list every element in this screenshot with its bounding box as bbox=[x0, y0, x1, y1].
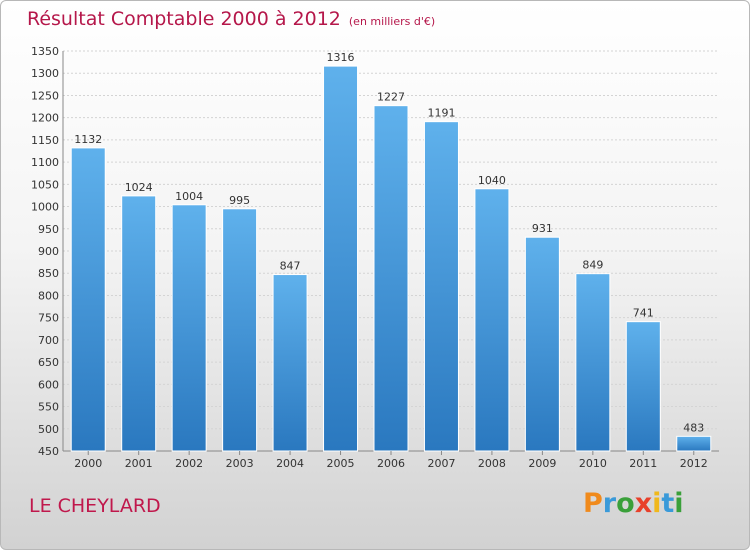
bar-2000 bbox=[70, 147, 106, 452]
logo-letter: i bbox=[652, 488, 662, 519]
logo-letter: x bbox=[634, 488, 653, 519]
bar-2008 bbox=[474, 188, 510, 452]
value-label-2009: 931 bbox=[532, 222, 553, 235]
x-tick-label-2004: 2004 bbox=[276, 457, 304, 470]
y-tick-label: 650 bbox=[38, 356, 59, 369]
value-label-2008: 1040 bbox=[478, 174, 506, 187]
y-tick-label: 1150 bbox=[31, 134, 59, 147]
y-tick-label: 750 bbox=[38, 312, 59, 325]
y-tick-label: 900 bbox=[38, 245, 59, 258]
bar-2003 bbox=[222, 208, 258, 452]
y-tick-label: 1000 bbox=[31, 201, 59, 214]
y-tick-label: 800 bbox=[38, 289, 59, 302]
bar-2009 bbox=[524, 236, 560, 452]
proxiti-logo: Proxiti bbox=[583, 488, 684, 519]
bar-2011 bbox=[625, 321, 661, 452]
y-tick-label: 450 bbox=[38, 445, 59, 458]
chart-title-text: Résultat Comptable 2000 à 2012 bbox=[27, 8, 341, 30]
value-label-2006: 1227 bbox=[377, 91, 405, 104]
value-label-2007: 1191 bbox=[427, 107, 455, 120]
x-tick-label-2010: 2010 bbox=[579, 457, 607, 470]
logo-letter: r bbox=[602, 488, 617, 519]
y-tick-label: 1100 bbox=[31, 156, 59, 169]
bar-2002 bbox=[171, 204, 207, 452]
bar-2005 bbox=[323, 65, 359, 452]
value-label-2000: 1132 bbox=[74, 133, 102, 146]
value-label-2003: 995 bbox=[229, 194, 250, 207]
y-tick-label: 1350 bbox=[31, 45, 59, 58]
y-tick-label: 1050 bbox=[31, 178, 59, 191]
x-tick-label-2002: 2002 bbox=[175, 457, 203, 470]
value-label-2010: 849 bbox=[582, 259, 603, 272]
x-tick-label-2006: 2006 bbox=[377, 457, 405, 470]
place-name: LE CHEYLARD bbox=[29, 495, 161, 517]
y-tick-label: 950 bbox=[38, 223, 59, 236]
x-tick-label-2005: 2005 bbox=[327, 457, 355, 470]
bar-2007 bbox=[423, 121, 459, 452]
x-tick-label-2009: 2009 bbox=[528, 457, 556, 470]
value-label-2001: 1024 bbox=[125, 181, 153, 194]
logo-letter: P bbox=[583, 488, 603, 519]
y-tick-label: 500 bbox=[38, 423, 59, 436]
logo-letter: t bbox=[661, 488, 675, 519]
bar-2001 bbox=[121, 195, 157, 452]
x-tick-label-2000: 2000 bbox=[74, 457, 102, 470]
x-tick-label-2011: 2011 bbox=[629, 457, 657, 470]
value-label-2005: 1316 bbox=[327, 51, 355, 64]
bar-2004 bbox=[272, 274, 308, 452]
x-tick-label-2007: 2007 bbox=[427, 457, 455, 470]
logo-letter: i bbox=[674, 488, 684, 519]
value-label-2002: 1004 bbox=[175, 190, 203, 203]
chart-title: Résultat Comptable 2000 à 2012 (en millie… bbox=[27, 8, 435, 30]
value-label-2012: 483 bbox=[683, 421, 704, 434]
bar-2006 bbox=[373, 105, 409, 452]
chart-subtitle: (en milliers d'€) bbox=[348, 15, 436, 28]
y-tick-label: 850 bbox=[38, 267, 59, 280]
value-label-2011: 741 bbox=[633, 307, 654, 320]
logo-letter: o bbox=[616, 488, 635, 519]
y-tick-label: 1300 bbox=[31, 67, 59, 80]
x-tick-label-2001: 2001 bbox=[125, 457, 153, 470]
y-tick-label: 600 bbox=[38, 378, 59, 391]
x-tick-label-2003: 2003 bbox=[226, 457, 254, 470]
y-tick-label: 1200 bbox=[31, 112, 59, 125]
bar-2010 bbox=[575, 273, 611, 452]
x-tick-label-2008: 2008 bbox=[478, 457, 506, 470]
y-tick-label: 1250 bbox=[31, 89, 59, 102]
y-tick-label: 550 bbox=[38, 401, 59, 414]
y-tick-label: 700 bbox=[38, 334, 59, 347]
bar-2012 bbox=[676, 435, 712, 452]
x-tick-label-2012: 2012 bbox=[680, 457, 708, 470]
value-label-2004: 847 bbox=[280, 260, 301, 273]
